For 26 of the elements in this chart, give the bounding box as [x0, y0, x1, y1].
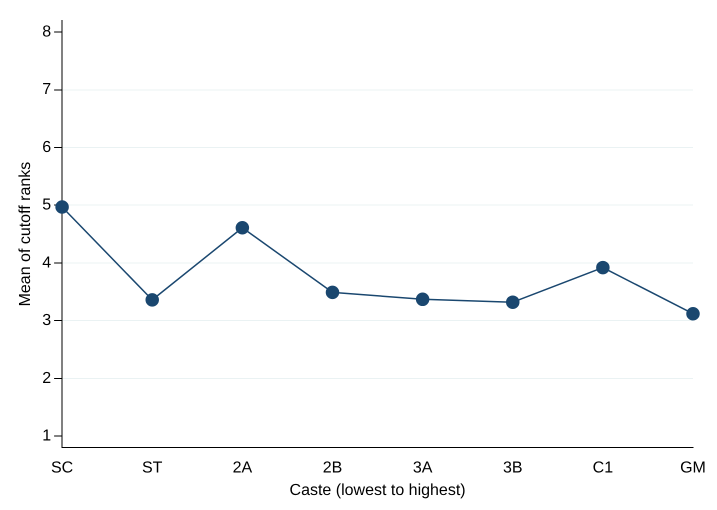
- x-tick-label: 3A: [412, 460, 433, 477]
- y-tick-label: 5: [42, 196, 52, 214]
- point: [326, 286, 340, 300]
- x-tick-label: C1: [592, 460, 614, 477]
- point: [506, 295, 520, 309]
- point: [596, 260, 610, 274]
- y-tick-label: 6: [42, 138, 52, 156]
- x-tick-label: 3B: [502, 460, 523, 477]
- y-tick-label: 3: [42, 312, 52, 330]
- point: [145, 293, 159, 307]
- y-tick-label: 8: [42, 24, 52, 41]
- y-tick-label: 2: [42, 370, 52, 387]
- point: [686, 306, 700, 320]
- y-tick-label: 1: [42, 427, 52, 444]
- point: [236, 221, 250, 235]
- y-axis-title: Mean of cutoff ranks: [17, 162, 34, 306]
- point: [416, 292, 430, 306]
- x-tick-label: SC: [50, 460, 74, 477]
- x-tick-label: 2B: [322, 460, 342, 477]
- point: [55, 200, 69, 214]
- y-tick-label: 7: [42, 81, 52, 98]
- y-tick-label: 4: [42, 254, 52, 272]
- x-tick-label: 2A: [232, 460, 252, 477]
- x-axis-title: Caste (lowest to highest): [290, 482, 466, 499]
- x-tick-label: ST: [142, 460, 163, 477]
- x-tick-label: GM: [680, 460, 706, 477]
